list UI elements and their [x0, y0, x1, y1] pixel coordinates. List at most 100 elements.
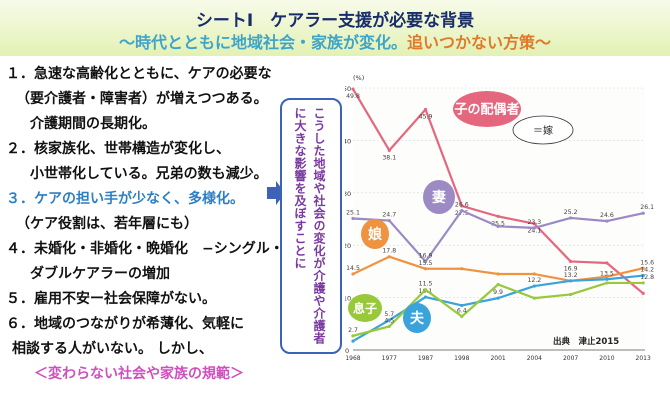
callout-daughter-text: 娘 — [368, 226, 383, 243]
data-point — [460, 314, 464, 319]
x-tick-label: 1998 — [454, 355, 469, 362]
data-label: 12.2 — [527, 277, 541, 284]
list-item-6: ６．地域のつながりが希薄化、気軽に — [6, 316, 244, 332]
data-point — [351, 87, 355, 91]
list-item-1: １．急速な高齢化とともに、ケアの必要な — [6, 66, 272, 82]
data-point — [532, 272, 536, 276]
y-unit-label: (%) — [353, 74, 364, 82]
data-point — [387, 218, 391, 223]
list-item-6-cont: 相談する人がいない。 しかし、 — [12, 341, 213, 357]
data-label: 12.8 — [640, 274, 654, 281]
data-point — [351, 339, 355, 343]
data-point — [605, 281, 609, 285]
data-label: 25.5 — [491, 220, 505, 227]
data-point — [387, 148, 391, 152]
data-label: 14.5 — [346, 265, 360, 272]
data-point — [641, 273, 645, 278]
data-point — [496, 296, 500, 300]
data-label: 2.7 — [348, 327, 358, 334]
x-tick-label: 2007 — [563, 355, 578, 362]
data-label: 16.9 — [564, 265, 578, 272]
data-label: 10.1 — [419, 288, 433, 295]
list-item-2-cont: 小世帯化している。兄弟の数も減少。 — [30, 166, 268, 182]
data-label: 17.8 — [382, 248, 396, 255]
data-point — [387, 318, 391, 322]
header-banner: シートⅠ ケアラー支援が必要な背景 〜時代とともに地域社会・家族が変化。追いつか… — [0, 0, 670, 56]
data-point — [605, 261, 609, 265]
data-point — [641, 266, 645, 270]
data-label: 27.5 — [455, 210, 469, 217]
data-point — [532, 284, 536, 288]
data-label: 11.5 — [419, 281, 433, 288]
y-tick-label: 10 — [345, 295, 351, 303]
data-point — [569, 279, 573, 283]
data-point — [532, 226, 536, 230]
x-tick-label: 1987 — [418, 355, 433, 362]
data-point — [351, 334, 355, 338]
x-tick-label: 2001 — [490, 355, 505, 362]
data-label: 13.2 — [564, 272, 578, 279]
data-point — [641, 281, 645, 285]
data-label: 13.5 — [600, 270, 614, 277]
callout-wife — [423, 180, 455, 214]
data-point — [605, 277, 609, 281]
list-item-2: ２．核家族化、世帯構造が変化し、 — [6, 141, 230, 157]
data-point — [605, 219, 609, 223]
subtitle-part-b: 追いつかない方策〜 — [407, 33, 552, 52]
y-tick-label: 0 — [345, 347, 349, 355]
data-point — [532, 296, 536, 300]
data-point — [496, 272, 500, 276]
list-item-3: ３．ケアの担い手が少なく、多様化。 — [6, 191, 244, 207]
data-point — [496, 214, 500, 218]
annotation-bubble — [512, 115, 574, 145]
data-point — [532, 222, 536, 226]
callout-daughter — [361, 219, 389, 249]
data-label: 9.9 — [493, 289, 503, 296]
data-label: 25.1 — [346, 209, 360, 216]
impact-note-box: こうした地域や社会の変化が介護や介護者に大きな影響を及ぼすことに — [280, 98, 342, 354]
data-label: 4.5 — [384, 317, 394, 324]
data-point — [423, 288, 428, 292]
callout-husband-text: 夫 — [410, 310, 425, 327]
data-point — [605, 275, 609, 279]
data-point — [569, 216, 573, 220]
list-item-norms: ＜変わらない社会や家族の規範＞ — [34, 366, 244, 382]
data-point — [641, 291, 645, 296]
data-point — [569, 292, 573, 297]
data-label: 24.7 — [382, 212, 396, 219]
data-label: 26.6 — [455, 202, 469, 209]
caregiver-trend-chart: 0 10 20 30 40 50(%) 1968 1977 1987 1998 2001 2004 20… — [345, 74, 654, 362]
annotation-text: ＝嫁 — [533, 124, 553, 137]
plot-area — [353, 88, 645, 350]
data-label: 15.5 — [419, 260, 433, 267]
data-label: 24.6 — [600, 212, 614, 219]
data-point — [423, 259, 428, 264]
page-title: シートⅠ ケアラー支援が必要な背景 — [195, 11, 475, 31]
callout-wife-text: 妻 — [432, 189, 446, 206]
data-point — [460, 209, 464, 213]
data-label: 38.1 — [382, 154, 396, 161]
callout-son-text: 息子 — [353, 300, 377, 315]
x-tick-label: 2004 — [527, 355, 542, 362]
data-point — [460, 303, 464, 308]
list-item-4-cont: ダブルケアラーの増加 — [30, 266, 170, 282]
subtitle-part-a: 〜時代とともに地域社会・家族が変化。 — [118, 33, 407, 52]
data-label: 25.2 — [564, 209, 578, 216]
data-point — [423, 295, 428, 299]
y-tick-label: 30 — [345, 190, 351, 198]
callout-spouse — [453, 91, 521, 127]
list-item-1-cont: （要介護者・障害者）が増えつつある。 — [16, 91, 268, 107]
y-tick-label: 50 — [345, 85, 351, 93]
x-tick-label: 1977 — [382, 355, 397, 362]
background-list: １．急速な高齢化とともに、ケアの必要な （要介護者・障害者）が増えつつある。 介… — [6, 62, 288, 387]
data-label: 26.1 — [640, 204, 654, 211]
callout-husband — [403, 303, 431, 333]
list-item-4: ４．未婚化・非婚化・晩婚化 −シングル・ — [6, 241, 284, 257]
data-label: 5.7 — [384, 311, 394, 318]
callout-spouse-text: 子の配偶者 — [454, 102, 519, 118]
list-item-3-cont: （ケア役割は、若年層にも） — [16, 216, 198, 232]
impact-note-text: こうした地域や社会の変化が介護や介護者に大きな影響を及ぼすことに — [293, 107, 326, 345]
x-tick-label: 2010 — [599, 355, 614, 362]
y-tick-label: 20 — [345, 242, 351, 250]
data-point — [496, 282, 500, 287]
